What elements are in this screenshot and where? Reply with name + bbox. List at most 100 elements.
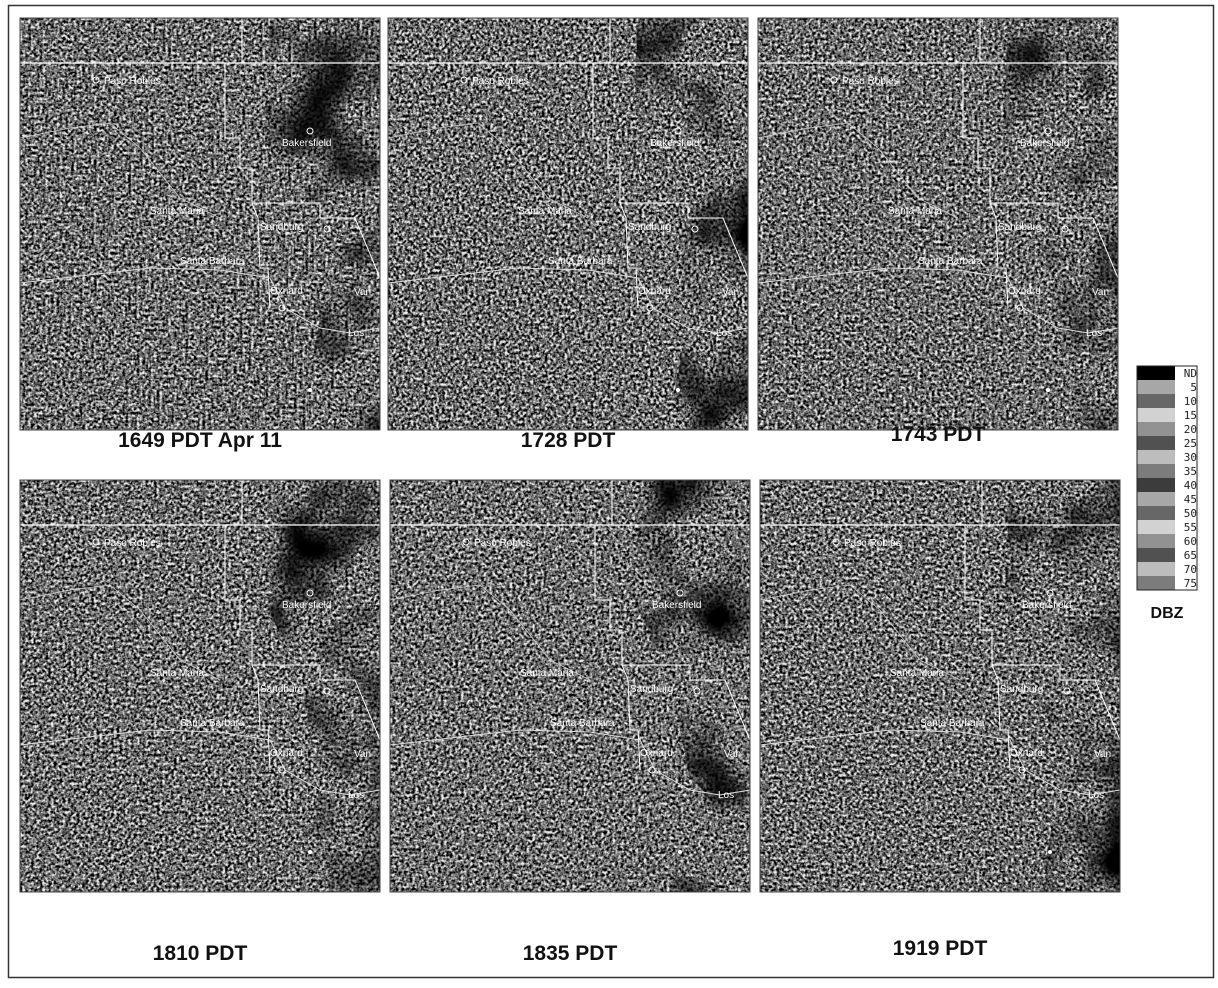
legend-label: 75 — [1184, 577, 1197, 590]
echo-texture — [758, 18, 1118, 430]
echo-texture — [390, 480, 750, 892]
city-dot — [308, 388, 312, 392]
city-label: Santa Maria — [150, 668, 204, 679]
city-label: Bakersfield — [1020, 138, 1069, 149]
radar-panel: Paso RoblesBakersfieldSanta MariaSandbur… — [20, 18, 380, 430]
panel-caption: 1728 PDT — [521, 429, 616, 452]
city-label: Paso Robles — [472, 76, 529, 87]
panel-caption: 1835 PDT — [523, 942, 618, 965]
city-label: Los — [716, 328, 732, 339]
legend-label: 60 — [1184, 535, 1197, 548]
city-label: Los — [348, 328, 364, 339]
panel-caption: 1743 PDT — [891, 423, 986, 446]
city-label: Bakersfield — [282, 138, 331, 149]
legend-swatch — [1137, 408, 1175, 422]
city-label: Santa Maria — [520, 668, 574, 679]
city-label: Los — [1088, 790, 1104, 801]
panel-caption: 1649 PDT Apr 11 — [118, 429, 282, 452]
city-label: Sandburg — [998, 222, 1041, 233]
city-label: Paso Robles — [104, 76, 161, 87]
city-label: Oxnard — [270, 286, 303, 297]
legend-swatch — [1137, 562, 1175, 576]
legend-swatch — [1137, 548, 1175, 562]
city-label: Sandburg — [628, 222, 671, 233]
legend-label: 65 — [1184, 549, 1197, 562]
city-label: Oxnard — [638, 286, 671, 297]
city-label: Los — [718, 790, 734, 801]
city-label: Paso Robles — [842, 76, 899, 87]
legend-label: 10 — [1184, 395, 1197, 408]
city-label: Santa Barbara — [550, 718, 615, 729]
city-label: Los — [348, 790, 364, 801]
legend-swatch — [1137, 366, 1175, 380]
city-label: Santa Maria — [150, 206, 204, 217]
city-dot — [676, 388, 680, 392]
legend-swatch — [1137, 422, 1175, 436]
legend-swatch — [1137, 436, 1175, 450]
radar-panel: Paso RoblesBakersfieldSanta MariaSandbur… — [20, 480, 380, 892]
city-label: Van — [354, 287, 371, 298]
radar-panel: Paso Robles Bakersfield Santa Maria Sandbur… — [758, 18, 1118, 430]
legend-swatch — [1137, 450, 1175, 464]
radar-panel: Paso Robles Bakersfield Santa Maria Sandbur… — [388, 18, 748, 430]
legend-swatch — [1137, 492, 1175, 506]
legend-label: 20 — [1184, 423, 1197, 436]
legend-label: 55 — [1184, 521, 1197, 534]
legend-swatch — [1137, 534, 1175, 548]
panel-caption: 1919 PDT — [893, 937, 988, 960]
city-label: Santa Barbara — [180, 718, 245, 729]
city-dot — [678, 850, 682, 854]
city-label: Sandburg — [630, 684, 673, 695]
echo-noise — [760, 480, 1120, 892]
legend-label: 30 — [1184, 451, 1197, 464]
city-label: Santa Maria — [890, 668, 944, 679]
city-label: Santa Maria — [518, 206, 572, 217]
legend-label: 45 — [1184, 493, 1197, 506]
legend-title: DBZ — [1151, 605, 1184, 622]
legend-swatch — [1137, 478, 1175, 492]
city-label: Oxnard — [1008, 286, 1041, 297]
city-label: Paso Robles — [104, 538, 161, 549]
city-label: Santa Maria — [888, 206, 942, 217]
city-dot — [1046, 388, 1050, 392]
panel-caption: 1810 PDT — [153, 942, 248, 965]
echo-noise — [388, 18, 748, 430]
city-label: Santa Barbara — [548, 256, 613, 267]
echo-noise — [758, 18, 1118, 430]
city-label: Oxnard — [1010, 748, 1043, 759]
legend-swatch — [1137, 506, 1175, 520]
legend-swatch — [1137, 394, 1175, 408]
page: {"panels": [ {"caption": "1649 PDT Apr 1… — [0, 0, 1218, 983]
legend-swatch — [1137, 464, 1175, 478]
city-label: Bakersfield — [650, 138, 699, 149]
city-label: Van — [354, 749, 371, 760]
legend-label: 25 — [1184, 437, 1197, 450]
city-label: Paso Robles — [474, 538, 531, 549]
city-label: Los — [1086, 328, 1102, 339]
city-label: Van — [1092, 287, 1109, 298]
city-label: Oxnard — [270, 748, 303, 759]
city-label: Bakersfield — [652, 600, 701, 611]
echo-texture — [20, 480, 380, 892]
city-label: Bakersfield — [1022, 600, 1071, 611]
echo-noise — [20, 480, 380, 892]
legend-label: ND — [1184, 367, 1197, 380]
echo-texture — [388, 18, 748, 430]
legend-swatch — [1137, 520, 1175, 534]
city-label: Van — [722, 287, 739, 298]
city-dot — [308, 850, 312, 854]
radar-panel: Paso RoblesBakersfieldSanta MariaSandbur… — [760, 480, 1120, 892]
legend-swatch — [1137, 576, 1175, 590]
city-label: Santa Barbara — [180, 256, 245, 267]
city-label: Van — [1094, 749, 1111, 760]
radar-panel: Paso Robles Bakersfield Santa Maria Sandbur… — [390, 480, 750, 892]
city-label: Oxnard — [640, 748, 673, 759]
legend-label: 5 — [1190, 381, 1197, 394]
legend-label: 40 — [1184, 479, 1197, 492]
echo-texture — [760, 480, 1120, 892]
legend-swatch — [1137, 380, 1175, 394]
legend-label: 35 — [1184, 465, 1197, 478]
legend-label: 15 — [1184, 409, 1197, 422]
city-label: Bakersfield — [282, 600, 331, 611]
